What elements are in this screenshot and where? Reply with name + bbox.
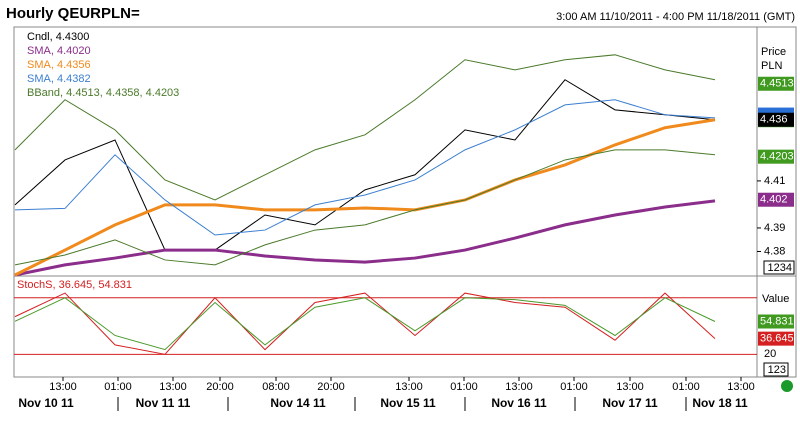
x-tick-label: 01:00 [672, 381, 700, 393]
date-label: Nov 11 11 [136, 396, 191, 410]
series-line [14, 79, 716, 251]
y2-axis-label: Value [762, 293, 789, 305]
series-line [14, 292, 716, 355]
series-line [14, 199, 716, 277]
x-tick-label: 13:00 [505, 381, 533, 393]
frame [13, 26, 797, 378]
price-label: 4.402 [760, 194, 788, 206]
price-label-box [758, 192, 794, 207]
date-label: Nov 17 11 [602, 396, 658, 410]
y-axis-label: Price [761, 46, 786, 58]
x-tick-label: 13:00 [159, 381, 187, 393]
value-label: 54.831 [760, 315, 794, 327]
series-line [14, 99, 716, 236]
date-label: Nov 18 11 [692, 396, 748, 410]
x-tick-label: 13:00 [727, 381, 755, 393]
legend-entry: BBand, 4.4513, 4.4358, 4.4203 [27, 87, 179, 99]
y-tick-label: 4.38 [764, 245, 785, 257]
price-label-box [758, 149, 794, 164]
series-line [14, 297, 716, 351]
legend-entry: SMA, 4.4356 [27, 59, 91, 71]
date-label: Nov 15 11 [380, 396, 436, 410]
price-label-box [758, 76, 794, 91]
legend-entry: SMA, 4.4382 [27, 73, 91, 85]
x-tick-label: 13:00 [395, 381, 423, 393]
y-tick-label: 4.41 [764, 175, 785, 187]
price-label: 4.4203 [760, 151, 794, 163]
corner-label: 1234 [768, 262, 792, 274]
x-tick-label: 13:00 [49, 381, 77, 393]
price-label: 4.4513 [760, 78, 794, 90]
series-line [14, 54, 716, 201]
price-label-box [758, 112, 794, 127]
time-range: 3:00 AM 11/10/2011 - 4:00 PM 11/18/2011 … [556, 11, 795, 23]
x-tick-label: 20:00 [317, 381, 345, 393]
x-tick-label: 01:00 [104, 381, 132, 393]
price-label: 4.436 [760, 114, 788, 126]
x-tick-label: 20:00 [206, 381, 234, 393]
legend-entry: Cndl, 4.4300 [27, 31, 89, 43]
value-label-box [758, 314, 794, 329]
date-label: Nov 10 11 [18, 396, 74, 410]
x-tick-label: 13:00 [616, 381, 644, 393]
series-line [14, 118, 716, 277]
legend-entry: StochS, 36.645, 54.831 [17, 279, 132, 291]
chart-title: Hourly QEURPLN= [6, 5, 140, 22]
x-tick-label: 01:00 [450, 381, 478, 393]
y-axis-unit: PLN [761, 60, 782, 72]
y-tick-label: 4.39 [764, 222, 785, 234]
x-tick-label: 08:00 [262, 381, 290, 393]
corner-label: 123 [768, 364, 786, 376]
corner-box [763, 260, 795, 275]
x-tick-label: 01:00 [560, 381, 588, 393]
value-label: 36.645 [760, 333, 794, 345]
corner-box [763, 362, 789, 377]
date-label: Nov 16 11 [491, 396, 547, 410]
value-label-box [758, 331, 794, 346]
status-indicator [781, 380, 793, 392]
y-tick-label: 20 [764, 348, 776, 360]
date-label: Nov 14 11 [270, 396, 326, 410]
legend-entry: SMA, 4.4020 [27, 45, 91, 57]
series-line [14, 149, 716, 266]
